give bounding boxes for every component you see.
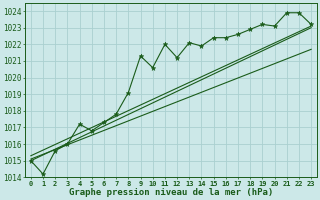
X-axis label: Graphe pression niveau de la mer (hPa): Graphe pression niveau de la mer (hPa) xyxy=(69,188,273,197)
